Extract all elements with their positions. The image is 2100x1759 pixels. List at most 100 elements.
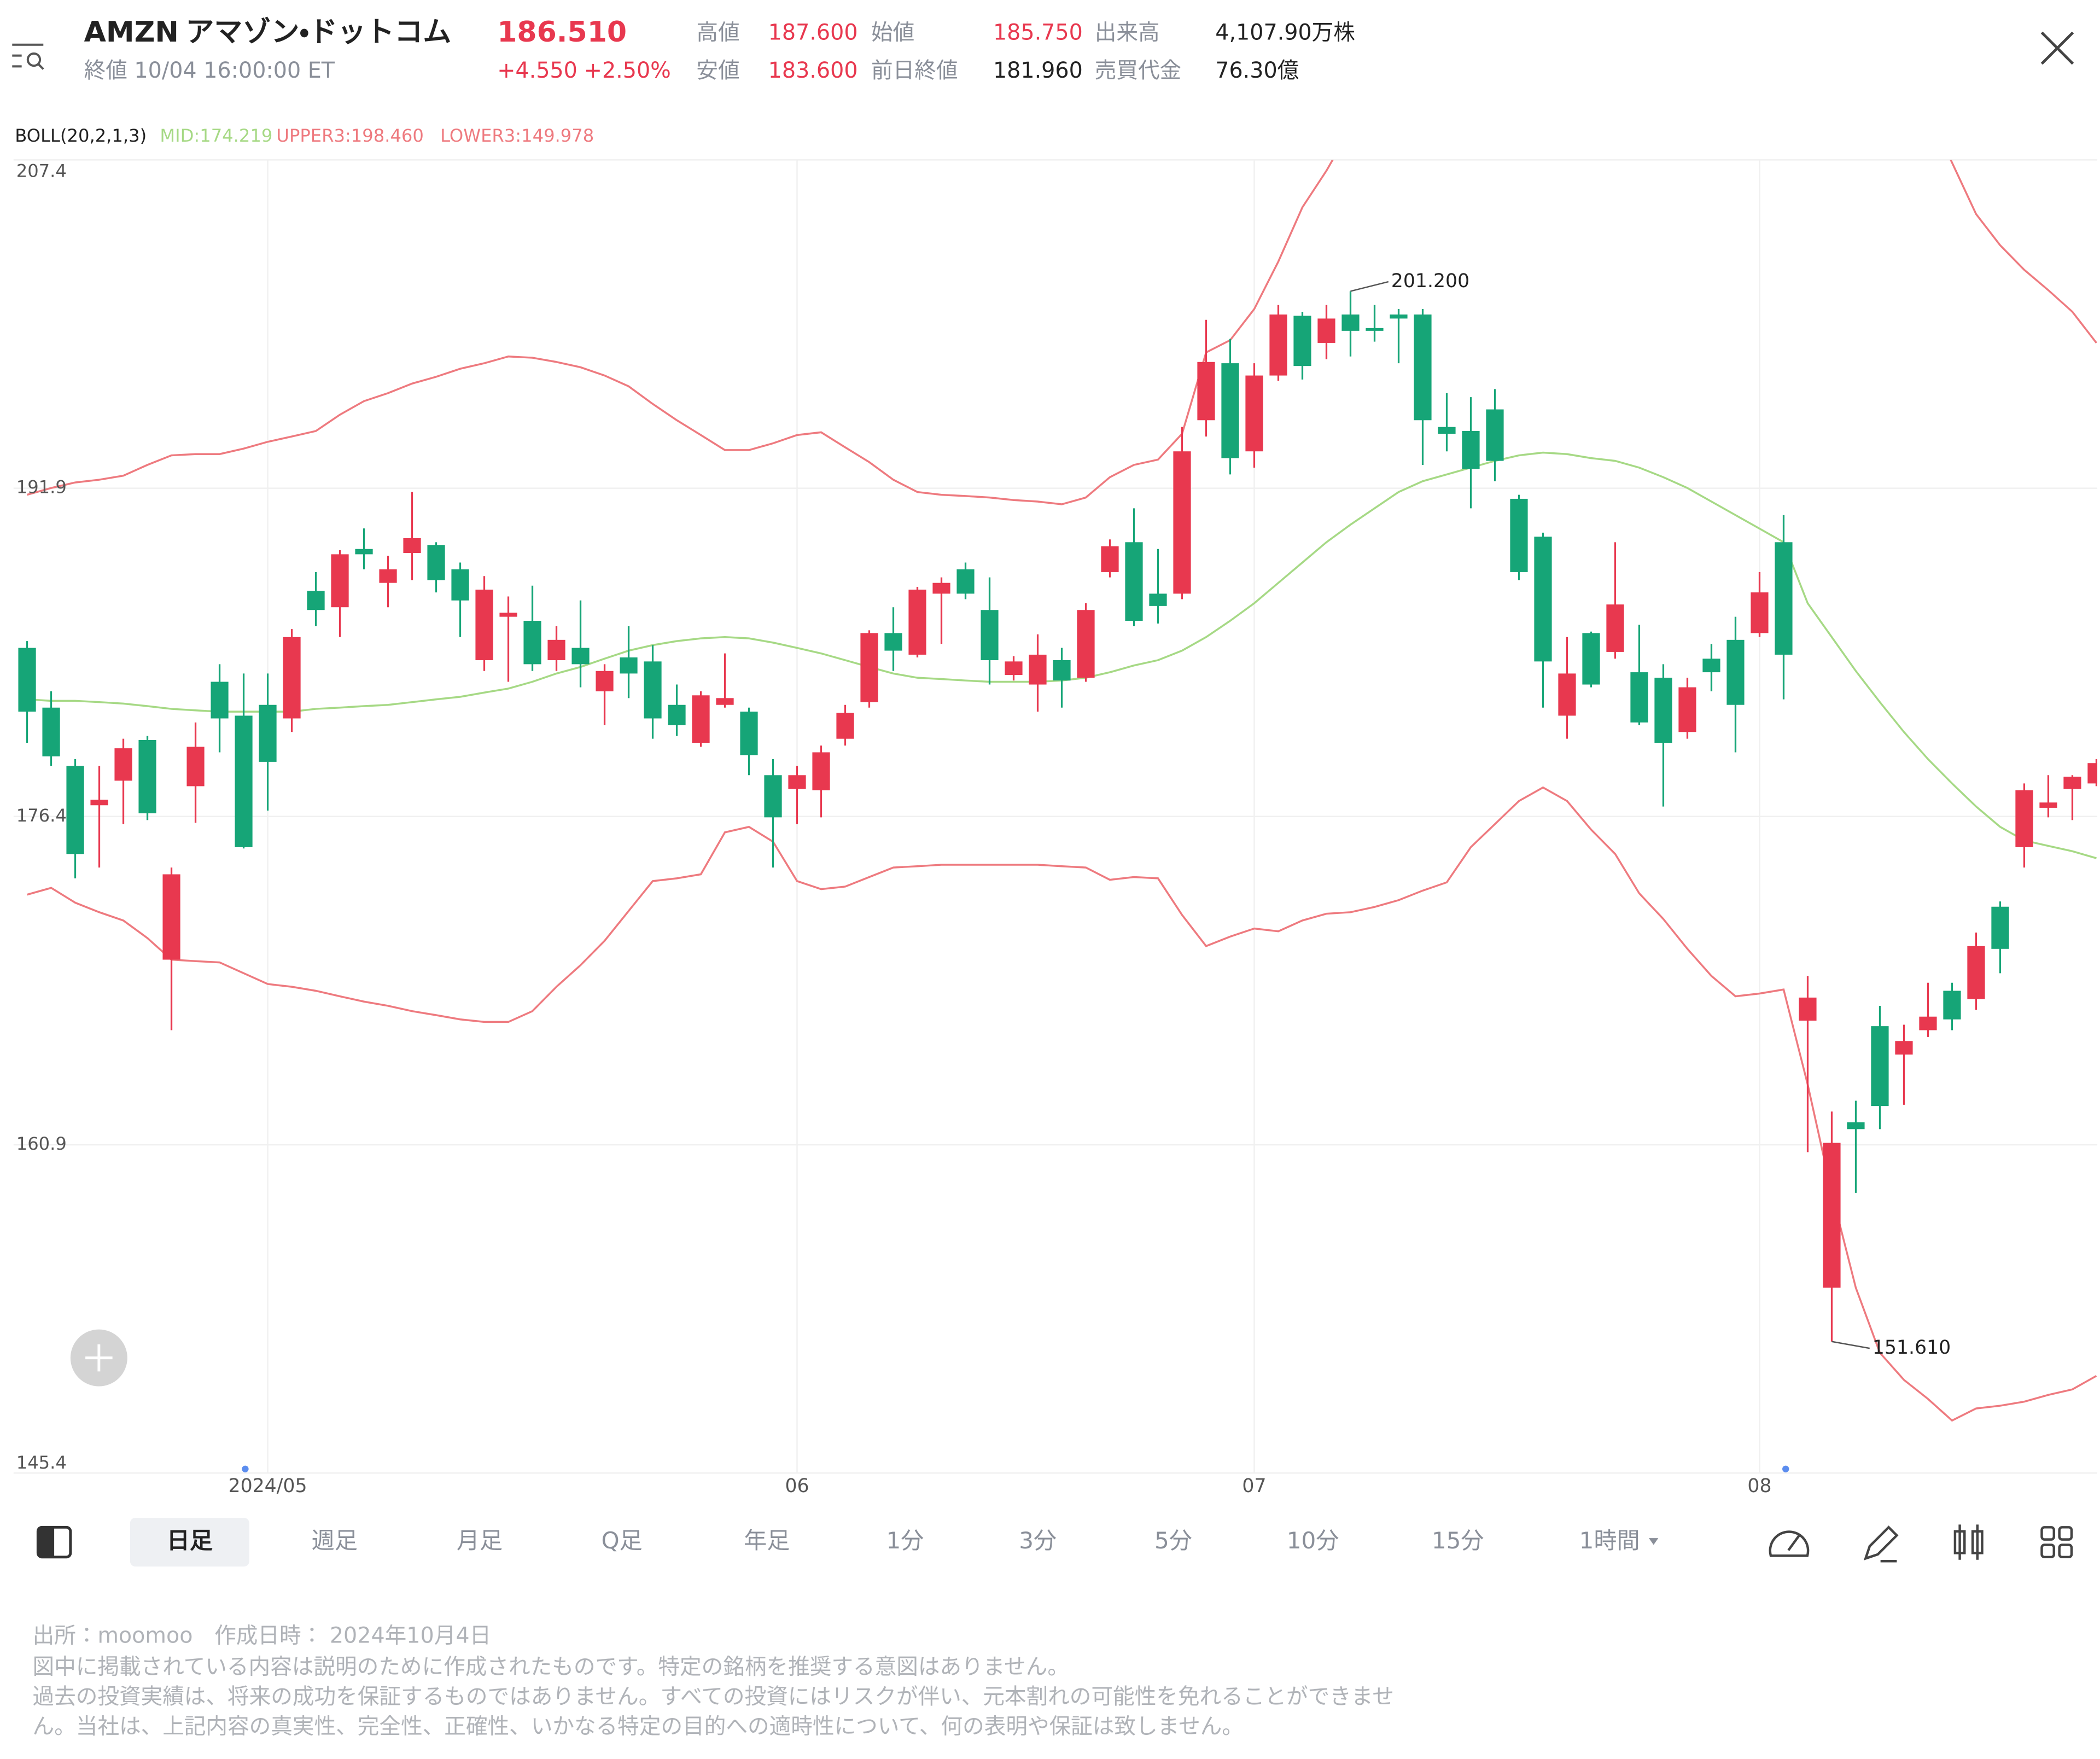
indicator-name: BOLL(20,2,1,3) <box>15 125 147 146</box>
candle-body <box>860 633 878 702</box>
candle-body <box>1630 672 1648 723</box>
candle-body <box>2039 802 2057 808</box>
band-line <box>27 160 2097 505</box>
indicator-upper: UPPER3:198.460 <box>276 125 424 146</box>
candle-body <box>884 633 902 651</box>
timeframe-tab[interactable]: 日足 <box>167 1527 213 1554</box>
candle-body <box>764 775 782 818</box>
candle-body <box>1366 328 1384 331</box>
candle-body <box>90 800 108 806</box>
candle-body <box>1654 678 1672 743</box>
speed-icon[interactable] <box>1769 1530 1810 1557</box>
candle-body <box>1751 592 1769 633</box>
candle-body <box>1197 362 1215 421</box>
candle-body <box>547 639 565 661</box>
timeframe-tab[interactable]: 10分 <box>1287 1527 1339 1554</box>
candle-body <box>162 874 180 960</box>
event-marker[interactable] <box>242 1465 249 1472</box>
candle-body <box>18 648 36 712</box>
selected-tab <box>130 1517 249 1567</box>
timeframe-tab[interactable]: 15分 <box>1432 1527 1484 1554</box>
candle-body <box>1582 633 1600 685</box>
footer-text: 出所：moomoo 作成日時： 2024年10月4日 <box>32 1623 491 1649</box>
timeframe-tab[interactable]: 1時間 <box>1579 1527 1640 1554</box>
dropdown-arrow[interactable] <box>1649 1538 1659 1545</box>
candle-body <box>451 569 469 601</box>
candle-body <box>836 713 854 739</box>
candle-body <box>981 610 999 661</box>
candle-body <box>138 739 156 813</box>
timeframe-tab[interactable]: 月足 <box>457 1527 503 1554</box>
candle-body <box>1991 906 2009 949</box>
candle-body <box>1005 661 1023 675</box>
candle-body <box>644 661 662 719</box>
candle-body <box>812 752 830 790</box>
y-tick-label: 160.9 <box>16 1133 67 1154</box>
candle-body <box>1606 604 1624 652</box>
stat-value: 185.750 <box>993 20 1083 45</box>
candle-icon[interactable] <box>1953 1524 1984 1560</box>
footer-text: 図中に掲載されている内容は説明のために作成されたものです。特定の銘柄を推奨する意… <box>32 1654 1069 1679</box>
y-tick-label: 191.9 <box>16 477 67 498</box>
stat-value: 187.600 <box>768 20 858 45</box>
annotation-label: 151.610 <box>1872 1337 1951 1359</box>
candle-body <box>259 704 277 762</box>
indicator-mid: MID:174.219 <box>160 125 272 146</box>
candle-body <box>1702 659 1720 673</box>
footer-text: 過去の投資実績は、将来の成功を保証するものではありません。すべての投資にはリスク… <box>32 1684 1394 1709</box>
draw-icon[interactable] <box>1863 1525 1899 1563</box>
candle-body <box>1125 542 1143 621</box>
x-tick-label: 06 <box>785 1475 809 1497</box>
stat-label: 高値 <box>696 20 739 45</box>
layout-icon[interactable] <box>36 1525 72 1559</box>
timeframe-tab[interactable]: 1分 <box>886 1527 924 1554</box>
candle-body <box>355 549 373 555</box>
candle-body <box>1726 639 1745 705</box>
y-tick-label: 176.4 <box>16 805 67 826</box>
candle-body <box>42 707 60 756</box>
menu-icon[interactable] <box>12 43 44 70</box>
candle-body <box>788 775 806 789</box>
candle-body <box>1775 542 1793 655</box>
candle-body <box>1823 1143 1841 1288</box>
candle-body <box>1919 1016 1937 1030</box>
timeframe-tab[interactable]: 3分 <box>1019 1527 1057 1554</box>
add-button[interactable] <box>70 1329 127 1387</box>
candle-body <box>668 704 686 725</box>
stat-value: 183.600 <box>768 58 858 83</box>
event-marker[interactable] <box>1782 1465 1789 1472</box>
stat-value: 4,107.90万株 <box>1215 20 1355 45</box>
price: 186.510 <box>497 16 627 49</box>
stat-label: 前日終値 <box>871 58 958 83</box>
candle-body <box>2087 763 2098 784</box>
x-tick-label: 2024/05 <box>229 1475 307 1497</box>
timeframe-tab[interactable]: 年足 <box>744 1527 790 1554</box>
close-button[interactable] <box>2040 31 2074 65</box>
candle-body <box>908 590 926 655</box>
timeframe-tab[interactable]: 週足 <box>312 1527 358 1554</box>
annotation-leader <box>1350 281 1389 292</box>
candle-body <box>186 747 205 787</box>
candle-body <box>740 712 758 755</box>
candle-body <box>523 620 541 665</box>
candle-body <box>620 657 638 674</box>
candle-body <box>1173 451 1191 594</box>
candle-body <box>1414 314 1432 421</box>
candle-body <box>932 583 950 594</box>
candle-body <box>1847 1122 1865 1129</box>
timeframe-tab[interactable]: Q足 <box>602 1527 643 1554</box>
grid-icon[interactable] <box>2040 1526 2073 1559</box>
candle-body <box>307 591 325 610</box>
timeframe-tab[interactable]: 5分 <box>1154 1527 1192 1554</box>
candle-body <box>1895 1041 1913 1055</box>
stat-value: 181.960 <box>993 58 1083 83</box>
company-name: アマゾン・ドットコム <box>185 16 451 49</box>
candle-body <box>1221 363 1239 458</box>
candle-body <box>1534 537 1552 662</box>
stat-label: 安値 <box>696 58 739 83</box>
candle-body <box>475 590 493 661</box>
change-pct: +2.50% <box>584 58 671 83</box>
